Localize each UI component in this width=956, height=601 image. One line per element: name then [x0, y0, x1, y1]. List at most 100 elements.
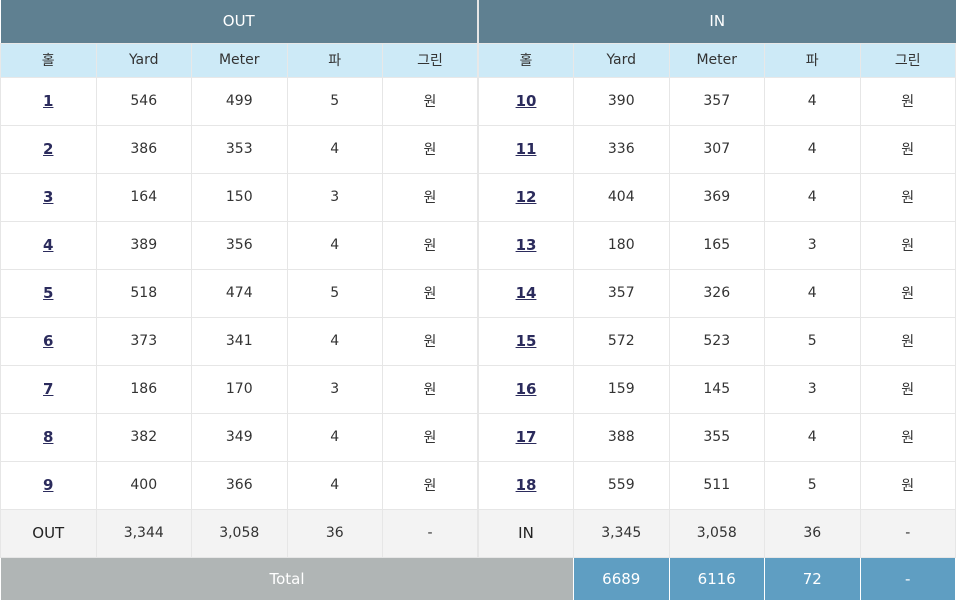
cell: 382 [95, 412, 192, 462]
subtotal-cell: - [382, 508, 479, 558]
cell: 3 [764, 220, 861, 270]
column-header: 파 [764, 42, 861, 78]
cell: 165 [668, 220, 765, 270]
cell: 164 [95, 172, 192, 222]
cell: 원 [382, 412, 479, 462]
out-header: OUT [0, 0, 479, 43]
hole-link[interactable]: 4 [43, 236, 54, 254]
hole-link[interactable]: 1 [43, 92, 54, 110]
hole-link[interactable]: 13 [515, 236, 537, 254]
hole-link[interactable]: 5 [43, 284, 54, 302]
table-row: 6 373 341 4 원 15 572 523 5 원 [0, 316, 956, 366]
cell: 546 [95, 76, 192, 126]
cell: 4 [764, 172, 861, 222]
column-header: 그린 [859, 42, 956, 78]
hole-link[interactable]: 7 [43, 380, 54, 398]
column-header: 그린 [382, 42, 479, 78]
cell: 355 [668, 412, 765, 462]
cell: 388 [573, 412, 670, 462]
hole-link[interactable]: 9 [43, 476, 54, 494]
hole-link[interactable]: 3 [43, 188, 54, 206]
total-meter: 6116 [668, 556, 765, 601]
total-par: 72 [764, 556, 861, 601]
cell: 356 [191, 220, 288, 270]
cell: 523 [668, 316, 765, 366]
cell: 3 [764, 364, 861, 414]
hole-cell: 5 [0, 268, 97, 318]
hole-cell: 18 [477, 460, 574, 510]
cell: 341 [191, 316, 288, 366]
cell: 336 [573, 124, 670, 174]
cell: 474 [191, 268, 288, 318]
hole-cell: 3 [0, 172, 97, 222]
cell: 389 [95, 220, 192, 270]
cell: 499 [191, 76, 288, 126]
hole-cell: 13 [477, 220, 574, 270]
cell: 원 [859, 220, 956, 270]
cell: 3 [286, 172, 383, 222]
hole-link[interactable]: 6 [43, 332, 54, 350]
column-header: 파 [286, 42, 383, 78]
subtotal-cell: 36 [764, 508, 861, 558]
hole-link[interactable]: 2 [43, 140, 54, 158]
cell: 307 [668, 124, 765, 174]
hole-link[interactable]: 17 [515, 428, 537, 446]
cell: 390 [573, 76, 670, 126]
table-row: 5 518 474 5 원 14 357 326 4 원 [0, 268, 956, 318]
hole-cell: 17 [477, 412, 574, 462]
cell: 원 [382, 76, 479, 126]
subtotal-label: IN [477, 508, 574, 558]
hole-link[interactable]: 10 [515, 92, 537, 110]
subtotal-cell: 3,058 [191, 508, 288, 558]
hole-cell: 8 [0, 412, 97, 462]
hole-cell: 1 [0, 76, 97, 126]
table-row: 7 186 170 3 원 16 159 145 3 원 [0, 364, 956, 414]
hole-link[interactable]: 18 [515, 476, 537, 494]
table-row: 9 400 366 4 원 18 559 511 5 원 [0, 460, 956, 510]
subtotal-cell: 3,344 [95, 508, 192, 558]
hole-cell: 10 [477, 76, 574, 126]
cell: 원 [859, 76, 956, 126]
cell: 원 [382, 220, 479, 270]
table-row: 8 382 349 4 원 17 388 355 4 원 [0, 412, 956, 462]
cell: 180 [573, 220, 670, 270]
subtotal-label: OUT [0, 508, 97, 558]
cell: 518 [95, 268, 192, 318]
cell: 원 [859, 268, 956, 318]
hole-link[interactable]: 16 [515, 380, 537, 398]
total-label: Total [0, 556, 574, 601]
subtotal-cell: - [859, 508, 956, 558]
column-header: Yard [573, 42, 670, 78]
cell: 원 [859, 172, 956, 222]
hole-link[interactable]: 11 [515, 140, 537, 158]
cell: 4 [286, 124, 383, 174]
cell: 357 [573, 268, 670, 318]
cell: 170 [191, 364, 288, 414]
cell: 353 [191, 124, 288, 174]
cell: 5 [764, 316, 861, 366]
cell: 원 [859, 460, 956, 510]
cell: 4 [764, 76, 861, 126]
hole-cell: 7 [0, 364, 97, 414]
cell: 4 [286, 220, 383, 270]
hole-link[interactable]: 15 [515, 332, 537, 350]
hole-cell: 15 [477, 316, 574, 366]
cell: 4 [764, 412, 861, 462]
cell: 원 [382, 316, 479, 366]
cell: 원 [382, 268, 479, 318]
cell: 4 [764, 268, 861, 318]
hole-cell: 12 [477, 172, 574, 222]
hole-link[interactable]: 12 [515, 188, 537, 206]
in-header: IN [478, 0, 956, 43]
hole-cell: 2 [0, 124, 97, 174]
cell: 5 [286, 268, 383, 318]
hole-cell: 14 [477, 268, 574, 318]
cell: 원 [859, 364, 956, 414]
cell: 572 [573, 316, 670, 366]
hole-link[interactable]: 8 [43, 428, 54, 446]
cell: 원 [859, 316, 956, 366]
table-row: 3 164 150 3 원 12 404 369 4 원 [0, 172, 956, 222]
cell: 원 [382, 124, 479, 174]
hole-link[interactable]: 14 [515, 284, 537, 302]
